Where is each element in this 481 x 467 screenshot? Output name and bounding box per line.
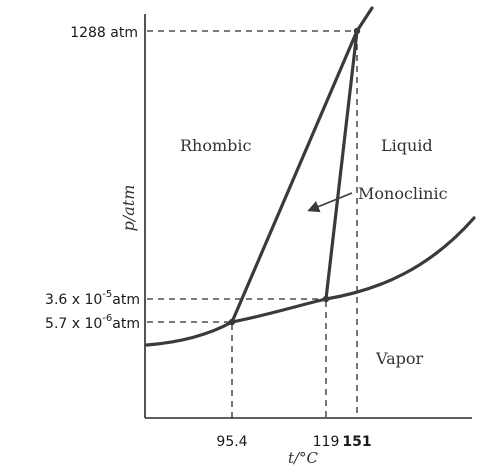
monoclinic-liquid-boundary [324,29,359,301]
rhombic-monoclinic-boundary [230,29,359,324]
x-axis-label: t/°C [288,449,319,467]
x-tick-95-4: 95.4 [216,434,247,450]
triple-point-upper [322,295,330,303]
x-tick-119: 119 [313,434,340,450]
x-tick-151: 151 [342,434,371,450]
region-monoclinic: Monoclinic [358,184,448,203]
triple-point-lower [228,318,236,326]
rhombic-liquid-boundary [355,6,374,33]
vaporization-curve [324,216,476,301]
monoclinic-arrow [307,192,353,213]
y-tick-1288: 1288 atm [70,25,138,41]
y-axis-label: p/atm [119,185,138,232]
sublimation-curve-rhombic [145,320,234,347]
region-rhombic: Rhombic [180,136,252,155]
y-tick-triple-lower: 5.7 x 10-6atm [45,313,140,332]
triple-point-top [353,27,361,35]
y-tick-triple-upper: 3.6 x 10-5atm [45,289,140,308]
sublimation-curve-monoclinic [230,297,328,324]
region-vapor: Vapor [375,349,424,368]
region-liquid: Liquid [381,136,433,155]
